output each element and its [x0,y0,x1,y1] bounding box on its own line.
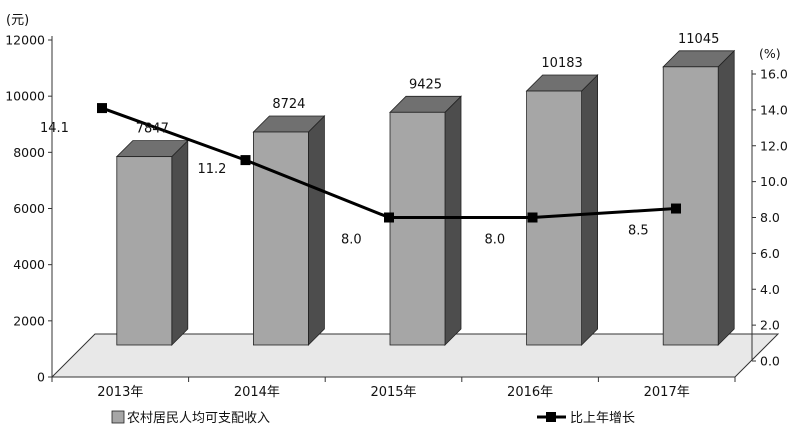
bar-front [252,131,309,346]
legend-bar-swatch [111,410,125,424]
bar [389,95,462,346]
bar-side [444,95,462,346]
bar-front [389,111,446,346]
growth-marker [240,155,251,166]
right-tick-label: 12.0 [760,138,788,153]
x-tick-label: 2015年 [370,385,416,400]
growth-marker [671,203,681,214]
bar-value-label: 10183 [541,56,582,71]
bar-side [717,49,735,346]
bar-value-label: 9425 [409,77,442,92]
legend-line-label: 比上年增长 [570,411,635,426]
growth-value-label: 8.5 [628,224,649,239]
legend-line-marker [546,412,556,422]
growth-marker [384,212,394,223]
x-tick-label: 2013年 [97,385,143,400]
growth-marker [97,103,107,114]
left-tick-label: 12000 [5,33,45,48]
left-tick-label: 6000 [13,201,45,216]
left-tick-label: 0 [37,370,45,385]
right-tick-label: 14.0 [760,102,788,117]
left-tick-label: 10000 [5,89,45,104]
bar [525,74,599,346]
x-tick-label: 2014年 [234,385,280,400]
right-tick-label: 6.0 [760,246,780,261]
right-tick-label: 2.0 [760,318,780,333]
bar [252,115,326,346]
right-tick-label: 16.0 [760,67,788,82]
bar-side [171,139,189,346]
left-tick-label: 8000 [13,145,45,160]
legend-bar-label: 农村居民人均可支配收入 [127,411,270,426]
growth-value-label: 8.0 [485,233,506,248]
left-tick-label: 2000 [13,313,45,328]
bar [662,49,736,346]
bar-side [581,74,598,346]
left-tick-label: 4000 [13,257,45,272]
right-tick-label: 10.0 [760,174,788,189]
right-tick-label: 0.0 [760,354,780,369]
growth-value-label: 11.2 [198,162,227,177]
bar-value-label: 7847 [136,122,169,137]
bar-side [307,115,325,346]
right-axis-unit: (%) [759,46,781,61]
bar [115,139,189,346]
bar-value-label: 11045 [678,32,719,47]
growth-value-label: 14.1 [40,121,69,136]
right-tick-label: 8.0 [760,210,780,225]
right-tick-label: 4.0 [760,282,780,297]
bar-front [116,156,173,346]
bar-value-label: 8724 [272,97,305,112]
x-tick-label: 2016年 [507,385,553,400]
growth-value-label: 8.0 [341,233,362,248]
left-axis-unit: (元) [6,13,29,28]
growth-marker [527,212,538,223]
x-tick-label: 2017年 [644,385,690,400]
